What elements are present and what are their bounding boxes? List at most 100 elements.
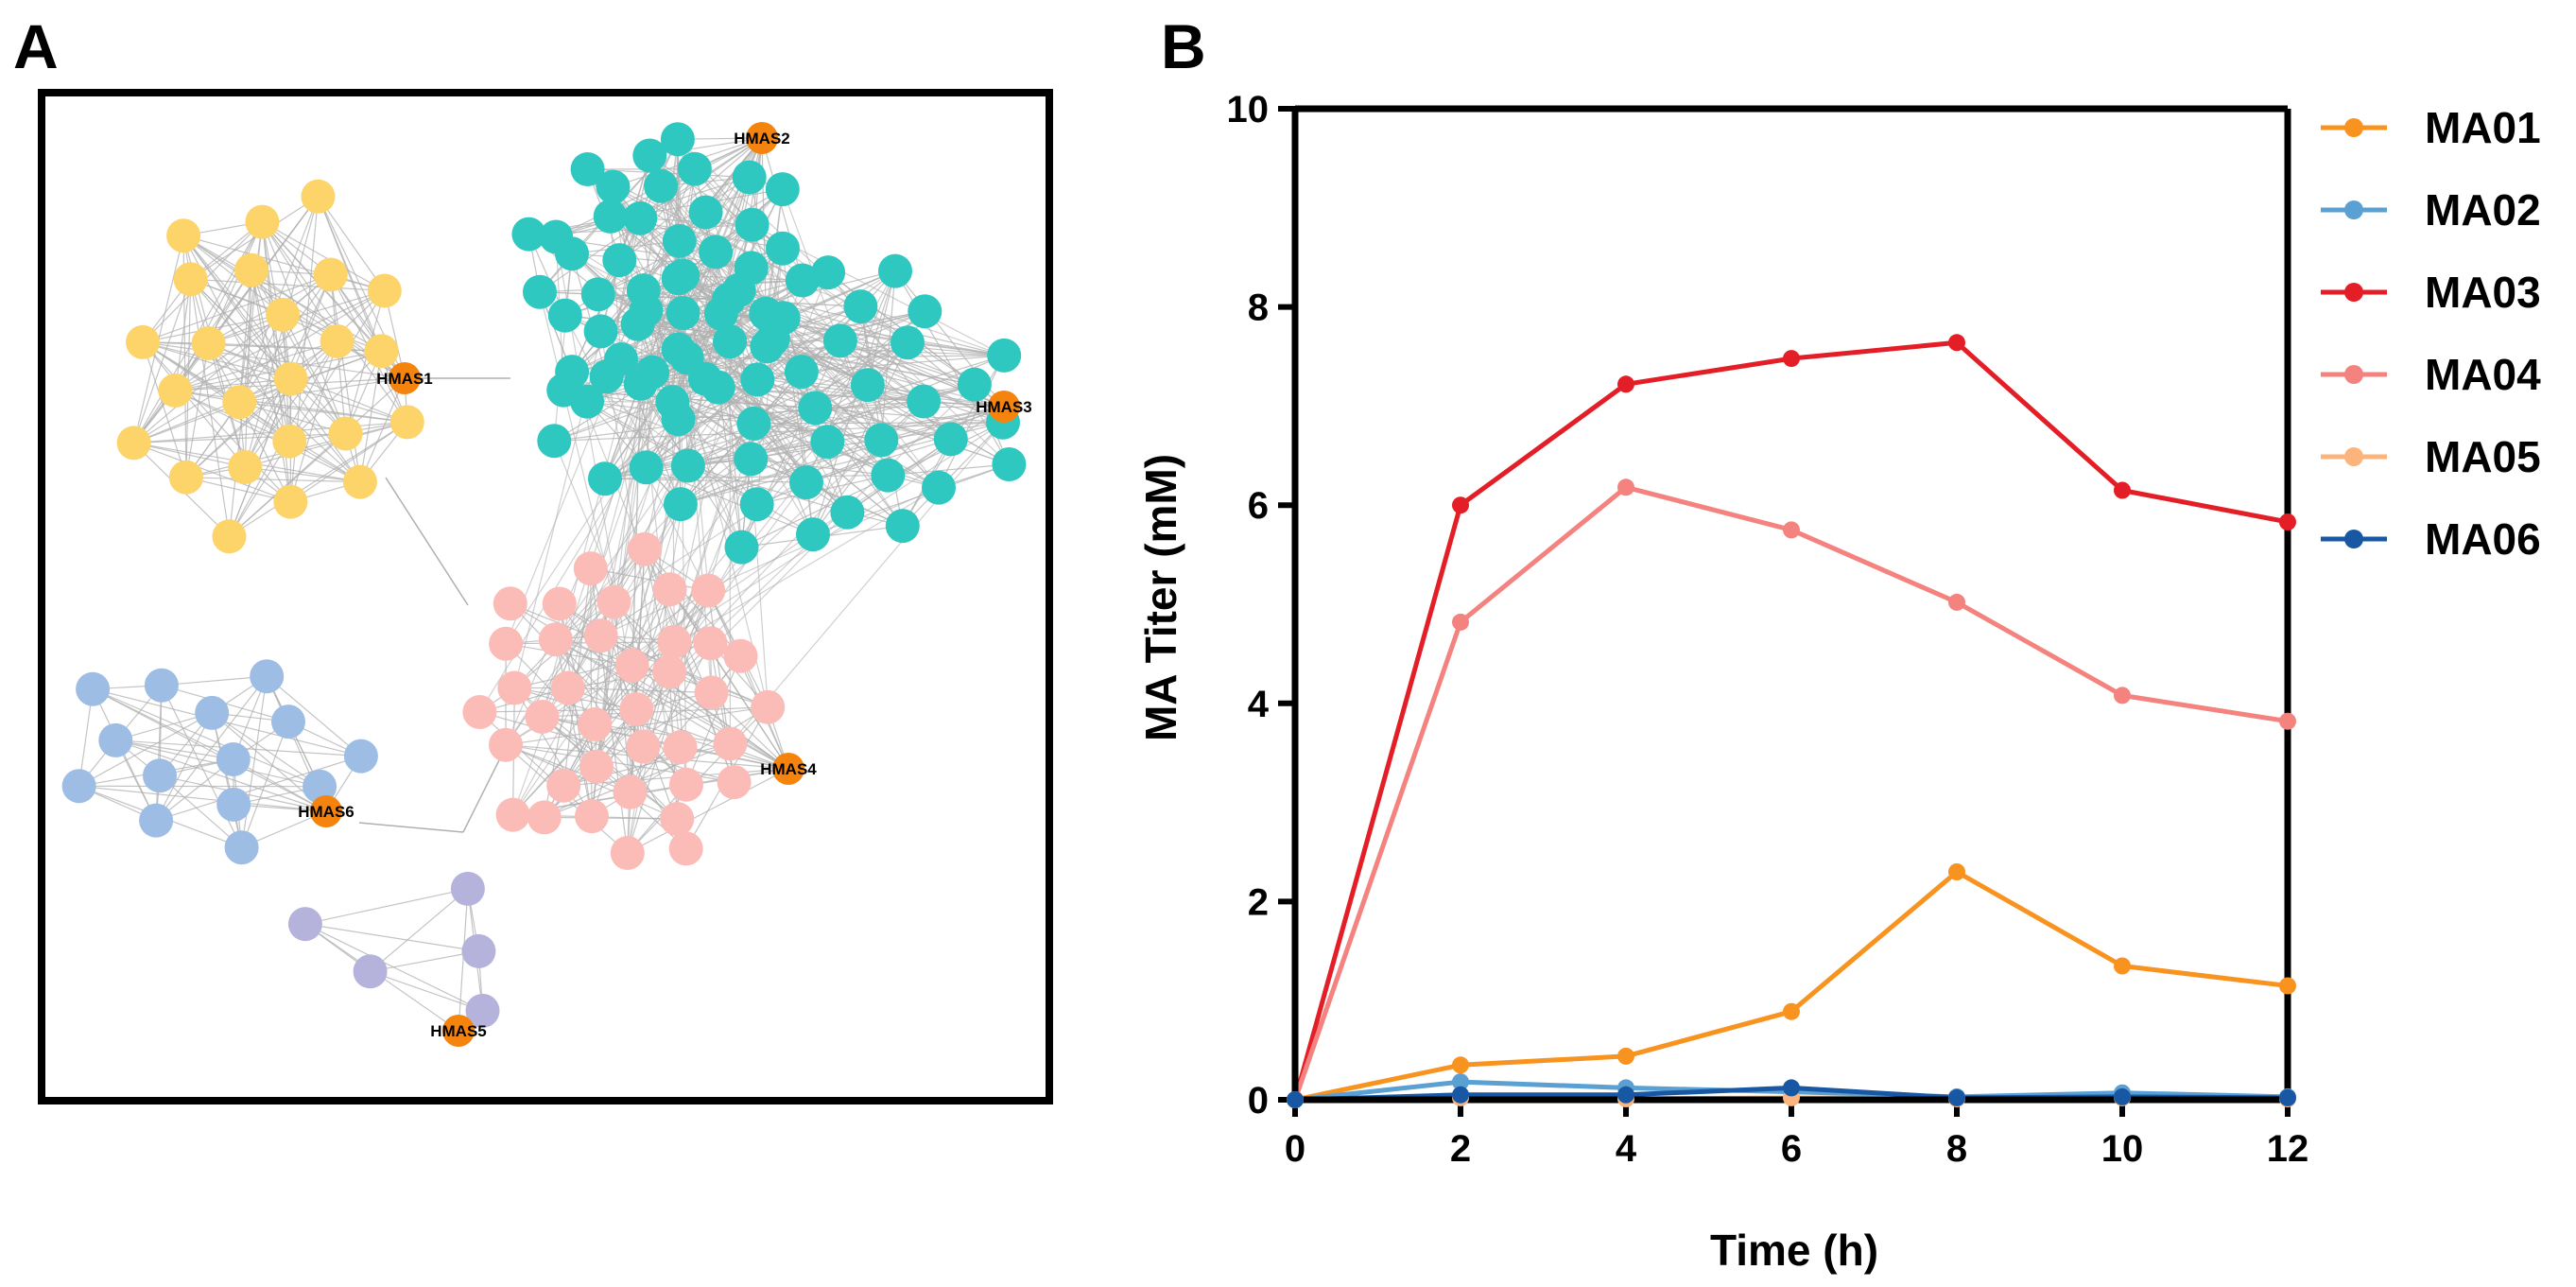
network-node bbox=[224, 830, 259, 865]
network-hub-labels: HMAS1 HMAS2 HMAS3 HMAS4 HMAS5 HMAS6 bbox=[298, 130, 1032, 1040]
data-point-ma01 bbox=[1948, 863, 1965, 880]
network-node bbox=[462, 695, 497, 729]
network-edge bbox=[462, 756, 502, 833]
network-edge bbox=[757, 378, 1010, 465]
network-node bbox=[143, 758, 177, 793]
network-node bbox=[76, 671, 111, 706]
network-node bbox=[61, 769, 96, 804]
network-edge bbox=[174, 279, 192, 391]
network-edge bbox=[241, 721, 289, 848]
network-nodes bbox=[61, 122, 1027, 1047]
network-node bbox=[583, 618, 618, 653]
network-edge bbox=[182, 235, 385, 292]
network-node bbox=[216, 787, 251, 822]
network-node bbox=[830, 495, 865, 530]
network-node bbox=[538, 622, 573, 657]
network-node bbox=[878, 253, 912, 288]
network-edge bbox=[133, 421, 407, 443]
network-node bbox=[234, 252, 268, 287]
network-edge bbox=[586, 401, 682, 505]
network-edge bbox=[190, 278, 385, 292]
network-node bbox=[693, 626, 728, 661]
network-node bbox=[489, 626, 524, 661]
network-edge bbox=[600, 331, 687, 849]
network-node bbox=[550, 670, 585, 705]
network-node bbox=[588, 461, 622, 496]
network-node bbox=[688, 195, 723, 230]
network-node bbox=[810, 425, 845, 460]
legend-item-ma05: MA05 bbox=[2321, 432, 2541, 481]
network-node bbox=[195, 695, 230, 730]
network-edge bbox=[751, 458, 889, 477]
x-tick-label: 4 bbox=[1616, 1128, 1637, 1170]
network-edge bbox=[185, 279, 192, 478]
network-node bbox=[723, 638, 758, 673]
network-node bbox=[663, 487, 698, 522]
data-point-ma06 bbox=[1948, 1088, 1965, 1106]
network-node bbox=[212, 519, 247, 554]
network-node bbox=[669, 767, 703, 802]
network-edge bbox=[142, 341, 187, 478]
network-edge bbox=[244, 196, 320, 468]
network-edge bbox=[555, 638, 789, 770]
network-node bbox=[789, 465, 823, 500]
network-edge bbox=[596, 372, 653, 767]
network-node bbox=[721, 273, 756, 307]
network-node bbox=[604, 342, 638, 376]
network-node bbox=[610, 836, 645, 870]
network-node bbox=[885, 509, 920, 544]
data-point-ma01 bbox=[1617, 1047, 1634, 1065]
network-node bbox=[461, 933, 496, 968]
network-edge bbox=[370, 888, 469, 972]
network-edges bbox=[78, 137, 1010, 1032]
network-node bbox=[908, 294, 942, 329]
network-edge bbox=[185, 274, 332, 478]
network-edge bbox=[175, 390, 407, 423]
network-edge bbox=[175, 289, 386, 391]
network-node bbox=[736, 406, 771, 441]
network-node bbox=[751, 689, 786, 724]
network-node bbox=[271, 704, 305, 739]
network-node bbox=[652, 654, 687, 689]
network-edge bbox=[542, 716, 731, 745]
network-node bbox=[798, 391, 833, 426]
network-node bbox=[662, 223, 697, 258]
network-node bbox=[537, 424, 572, 459]
network-edge bbox=[505, 744, 631, 793]
network-node bbox=[734, 442, 769, 477]
network-node bbox=[765, 172, 800, 207]
network-edge bbox=[304, 923, 479, 952]
legend-label: MA01 bbox=[2425, 103, 2541, 152]
network-node bbox=[166, 218, 201, 253]
network-node bbox=[222, 385, 257, 420]
network-edge bbox=[370, 970, 483, 1012]
data-point-ma06 bbox=[1783, 1079, 1800, 1097]
network-node bbox=[144, 668, 179, 703]
network-edge bbox=[938, 355, 1005, 488]
network-node bbox=[703, 296, 738, 331]
network-node bbox=[623, 366, 658, 401]
network-edge bbox=[229, 421, 408, 537]
network-node bbox=[580, 277, 615, 312]
network-node bbox=[546, 373, 581, 408]
network-edge bbox=[729, 422, 1004, 744]
network-edge bbox=[606, 168, 696, 377]
data-point-ma03 bbox=[2114, 481, 2131, 499]
network-node bbox=[489, 727, 523, 762]
network-edge bbox=[142, 341, 406, 379]
network-edge bbox=[208, 342, 291, 502]
legend-swatch-marker bbox=[2344, 200, 2363, 219]
network-edge bbox=[133, 289, 386, 443]
network-edge bbox=[261, 221, 408, 423]
panel-b-letter: B bbox=[1161, 11, 1206, 81]
network-node bbox=[732, 160, 767, 195]
network-node bbox=[579, 749, 614, 784]
network-edge bbox=[359, 351, 383, 482]
network-node bbox=[191, 326, 226, 360]
network-node bbox=[342, 464, 377, 499]
network-node bbox=[796, 517, 830, 552]
network-node bbox=[158, 374, 193, 408]
network-edge bbox=[304, 888, 469, 925]
